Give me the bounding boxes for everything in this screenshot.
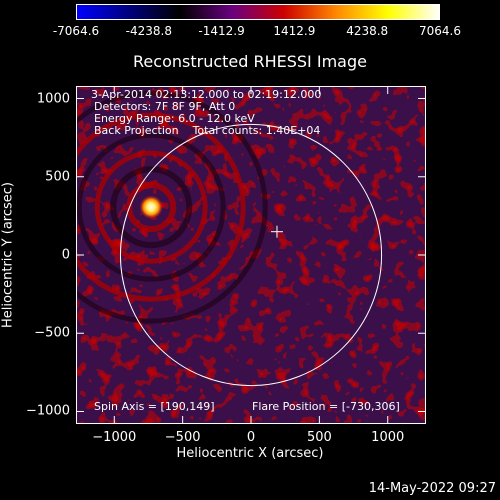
sidelobe-ring xyxy=(76,112,246,302)
flare-sidelobe-rings xyxy=(76,90,268,324)
spin-axis-info: Spin Axis = [190,149] xyxy=(94,400,215,413)
sidelobe-ring xyxy=(76,90,268,324)
flare-source xyxy=(139,195,164,220)
y-axis-label: Heliocentric Y (arcsec) xyxy=(0,182,16,328)
y-tick-label: −500 xyxy=(34,325,70,341)
y-tick-label: −1000 xyxy=(26,403,70,419)
solar-limb xyxy=(119,123,383,387)
flare-position-info: Flare Position = [-730,306] xyxy=(252,400,400,413)
colorbar-tick-label: 1412.9 xyxy=(273,24,316,38)
x-tick-label: −1000 xyxy=(92,430,137,445)
x-tick-label: −500 xyxy=(164,430,201,445)
detectors-info: Detectors: 7F 8F 9F, Att 0 xyxy=(94,100,236,113)
y-axis-ticks xyxy=(76,98,426,412)
map-center-cross xyxy=(270,225,283,238)
colorbar-frame xyxy=(76,4,440,20)
y-tick-label: 500 xyxy=(45,169,70,185)
x-tick-label: 500 xyxy=(306,430,332,445)
x-tick-label: 1000 xyxy=(371,430,405,445)
energy-range-info: Energy Range: 6.0 - 12.0 keV xyxy=(94,112,255,125)
x-tick-label: 0 xyxy=(246,430,256,445)
colorbar-tick-label: -7064.6 xyxy=(52,24,100,38)
colorbar-tick-label: -1412.9 xyxy=(198,24,245,38)
y-tick-label: 1000 xyxy=(36,91,70,107)
colorbar-tick-label: 7064.6 xyxy=(419,24,461,38)
render-timestamp: 14-May-2022 09:27 xyxy=(368,481,496,496)
colorbar-tick-label: -4238.8 xyxy=(125,24,172,38)
rhessi-image-plot xyxy=(76,86,426,424)
heatmap-noise xyxy=(76,86,426,424)
y-tick-label: 0 xyxy=(61,247,70,263)
colorbar-gradient xyxy=(76,4,440,20)
method-and-counts-info: Back Projection Total counts: 1.40E+04 xyxy=(94,124,321,137)
sidelobe-ring xyxy=(110,166,193,249)
observation-time-range: 3-Apr-2014 02:13:12.000 to 02:19:12.000 xyxy=(91,88,322,101)
colorbar xyxy=(76,4,440,20)
x-axis-label: Heliocentric X (arcsec) xyxy=(176,446,324,461)
heatmap-layer xyxy=(76,86,426,424)
colorbar-tick-label: 4238.8 xyxy=(346,24,389,38)
sidelobe-ring xyxy=(76,132,226,282)
x-axis-ticks xyxy=(113,86,389,424)
chart-title: Reconstructed RHESSI Image xyxy=(133,52,367,71)
colorbar-tick-labels: -7064.6 -4238.8 -1412.9 1412.9 4238.8 70… xyxy=(0,24,500,40)
sidelobe-ring xyxy=(94,150,208,264)
